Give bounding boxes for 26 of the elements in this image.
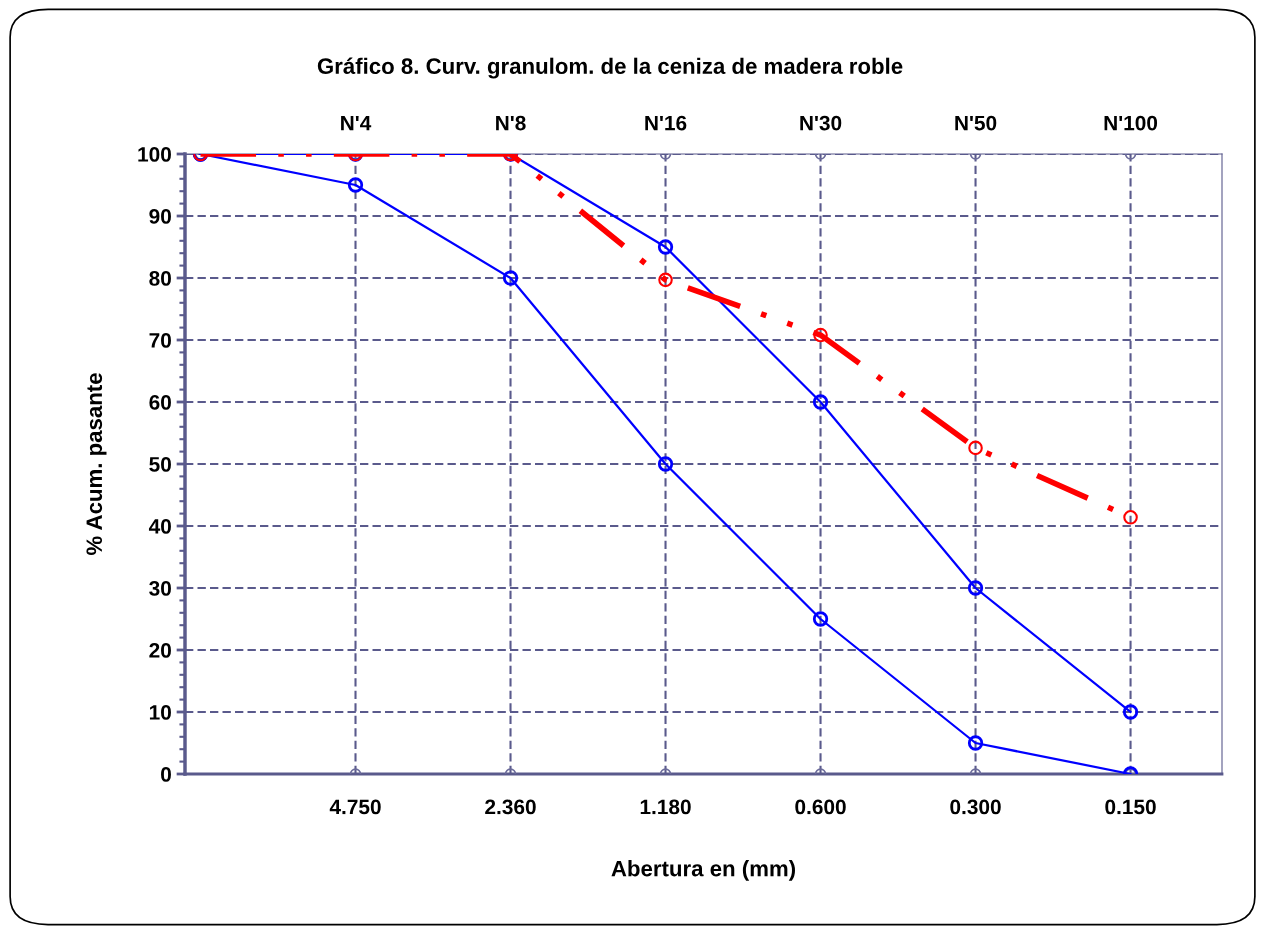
x-tick-label: 2.360 (485, 799, 536, 815)
x-axis-title: Abertura en (mm) (611, 860, 795, 881)
x-tick-label: 4.750 (329, 799, 381, 815)
y-tick-label: 60 (149, 395, 171, 410)
y-tick-label: 100 (138, 147, 171, 162)
annotation: N'16 (645, 115, 687, 131)
y-tick-label: 80 (149, 271, 171, 286)
y-tick-label: 30 (149, 581, 171, 596)
x-tick-label: 0.600 (795, 799, 846, 815)
y-tick-label: 50 (149, 457, 171, 472)
y-tick-label: 10 (149, 705, 171, 720)
chart-title: Gráfico 8. Curv. granulom. de la ceniza de madera roble (317, 57, 903, 79)
y-tick-label: 70 (149, 333, 171, 348)
x-tick-label: 1.180 (640, 799, 691, 815)
y-tick-label: 40 (148, 519, 171, 534)
annotation: N'4 (341, 115, 372, 131)
y-tick-label: 0 (161, 767, 171, 782)
x-tick-label: 0.300 (950, 799, 1001, 815)
annotation: N'50 (955, 115, 997, 131)
y-tick-label: 90 (149, 209, 171, 224)
y-axis-title: % Acum. pasante (86, 373, 107, 556)
annotation: N'30 (800, 115, 842, 131)
annotation: N'8 (496, 115, 526, 131)
x-tick-label: 0.150 (1105, 799, 1156, 815)
y-tick-label: 20 (149, 643, 171, 658)
annotation: N'100 (1104, 115, 1158, 131)
